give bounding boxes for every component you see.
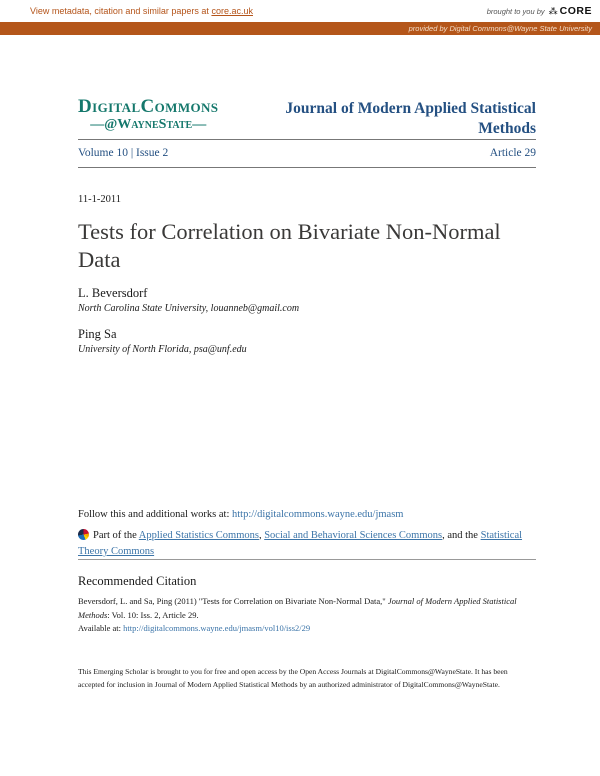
journal-title: Journal of Modern Applied Statistical Me… — [285, 100, 536, 138]
author-name: Ping Sa — [78, 327, 117, 342]
author-affiliation: University of North Florida, psa@unf.edu — [78, 344, 247, 356]
view-metadata-link[interactable]: View metadata, citation and similar pape… — [30, 6, 253, 16]
citation-text: Beversdorf, L. and Sa, Ping (2011) "Test… — [78, 595, 536, 621]
logo-line-1: DigitalCommons — [78, 96, 219, 117]
core-logo-icon: ⁂ — [548, 5, 558, 16]
masthead-divider-top — [78, 139, 536, 141]
masthead-divider-bottom — [78, 167, 536, 169]
author-name: L. Beversdorf — [78, 286, 148, 301]
statistical-theory-commons-link[interactable]: Statistical Theory Commons — [78, 529, 523, 557]
document-page: DigitalCommons —@WayneState— Journal of … — [0, 97, 600, 691]
separator-text: , and the — [442, 529, 481, 541]
core-banner: brought to you by ⁂ CORE — [487, 5, 592, 17]
access-statement: This Emerging Scholar is brought to you … — [78, 666, 508, 690]
core-logo-link[interactable]: ⁂ CORE — [549, 5, 592, 17]
paper-title: Tests for Correlation on Bivariate Non-N… — [78, 219, 501, 272]
citation-journal-name: Journal of Modern Applied Statistical Me… — [78, 596, 517, 620]
follow-section: Follow this and additional works at: htt… — [78, 507, 536, 559]
part-of-text: Part of the — [93, 529, 139, 541]
volume-issue-label: Volume 10 | Issue 2 — [78, 147, 169, 160]
author-block: L. Beversdorf North Carolina State Unive… — [78, 286, 536, 314]
social-behavioral-sciences-commons-link[interactable]: Social and Behavioral Sciences Commons — [264, 529, 443, 541]
masthead: DigitalCommons —@WayneState— Journal of … — [78, 97, 536, 139]
separator-text: , — [258, 529, 265, 541]
core-wordmark: CORE — [559, 5, 592, 17]
digitalcommons-network-icon — [78, 528, 89, 540]
citation-divider — [78, 559, 536, 561]
publication-date: 11-1-2011 — [78, 194, 121, 206]
citation-after: : Vol. 10: Iss. 2, Article 29. — [107, 609, 199, 620]
provided-by-text: provided by Digital Commons@Wayne State … — [408, 24, 592, 33]
author-block: Ping Sa University of North Florida, psa… — [78, 327, 536, 355]
available-url-link[interactable]: http://digitalcommons.wayne.edu/jmasm/vo… — [123, 622, 311, 633]
view-metadata-text: View metadata, citation and similar pape… — [30, 6, 212, 16]
available-at-label: Available at: — [78, 622, 124, 633]
core-top-strip: View metadata, citation and similar pape… — [0, 0, 600, 22]
citation-before: Beversdorf, L. and Sa, Ping (2011) "Test… — [78, 596, 388, 607]
available-at-line: Available at: http://digitalcommons.wayn… — [78, 622, 536, 635]
works-url-link[interactable]: http://digitalcommons.wayne.edu/jmasm — [232, 509, 404, 521]
follow-works-line: Follow this and additional works at: htt… — [78, 507, 536, 523]
core-ac-uk-link[interactable]: core.ac.uk — [211, 6, 253, 16]
brought-to-you-by-text: brought to you by — [486, 6, 545, 16]
logo-line-2: —@WayneState— — [90, 116, 207, 132]
digitalcommons-waynestate-logo: DigitalCommons —@WayneState— — [78, 97, 218, 133]
provided-by-bar: provided by Digital Commons@Wayne State … — [0, 22, 600, 35]
part-of-line: Part of the Applied Statistics Commons , … — [78, 528, 536, 560]
applied-statistics-commons-link[interactable]: Applied Statistics Commons — [138, 529, 259, 541]
author-affiliation: North Carolina State University, louanne… — [78, 303, 300, 315]
article-number-label: Article 29 — [489, 147, 536, 160]
follow-works-text: Follow this and additional works at: — [78, 509, 232, 521]
volume-row: Volume 10 | Issue 2 Article 29 — [78, 140, 536, 167]
recommended-citation-heading: Recommended Citation — [78, 574, 197, 589]
